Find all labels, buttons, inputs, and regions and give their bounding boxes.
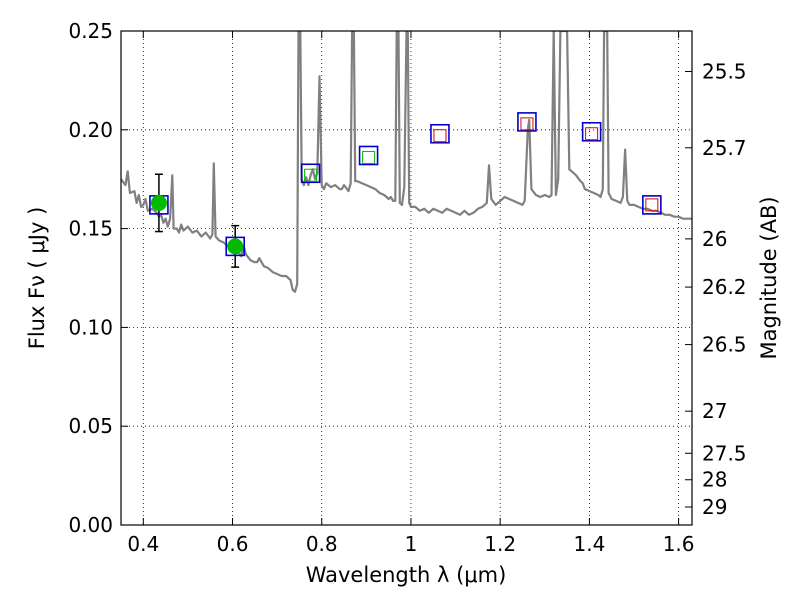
x-tick-label: 0.6 xyxy=(217,532,249,556)
right-tick-label: 29 xyxy=(702,495,727,519)
model-band-square xyxy=(430,123,450,144)
red-observed-square xyxy=(433,129,447,143)
model-band-square xyxy=(517,112,537,132)
right-tick-label: 26.2 xyxy=(702,275,747,299)
x-tick-label: 0.8 xyxy=(306,532,338,556)
red-observed-square xyxy=(585,127,599,141)
model-band-square xyxy=(300,163,321,184)
right-tick-label: 26 xyxy=(702,227,727,251)
y-tick-label: 0.20 xyxy=(68,118,113,142)
green-observed-square xyxy=(362,150,376,164)
red-observed-square xyxy=(520,117,534,131)
y-tick-label: 0.00 xyxy=(68,513,113,537)
plot-frame xyxy=(120,30,693,526)
model-spectrum xyxy=(121,31,692,293)
model-band-square xyxy=(581,121,602,142)
y-tick-label: 0.10 xyxy=(68,315,113,339)
spectrum-line xyxy=(121,31,692,293)
x-tick-label: 1.6 xyxy=(663,532,695,556)
y-tick-label: 0.05 xyxy=(68,414,113,438)
green-observed-square xyxy=(304,168,318,182)
data-markers xyxy=(149,112,662,268)
right-tick-label: 25.7 xyxy=(702,136,747,160)
y-axis-label: Flux Fν ( μJy ) xyxy=(25,207,49,350)
right-tick-label: 27.5 xyxy=(702,441,747,465)
observed-point xyxy=(150,194,167,211)
y-tick-label: 0.25 xyxy=(68,19,113,43)
x-tick-label: 1.4 xyxy=(573,532,605,556)
right-tick-label: 27 xyxy=(702,399,727,423)
y-tick-label: 0.15 xyxy=(68,217,113,241)
x-tick-label: 1.2 xyxy=(484,532,516,556)
right-tick-label: 25.5 xyxy=(702,60,747,84)
x-tick-label: 1 xyxy=(405,532,418,556)
observed-point xyxy=(227,238,244,255)
x-axis-label: Wavelength λ (μm) xyxy=(306,563,507,587)
right-tick-label: 26.5 xyxy=(702,333,747,357)
x-tick-label: 0.4 xyxy=(127,532,159,556)
right-tick-label: 28 xyxy=(702,468,727,492)
axis-ticks: 0.4 0.6 0.8 1 1.2 1.4 1.6 0.00 0.05 0.10 0.15 0.20 0… xyxy=(68,19,746,556)
model-band-square xyxy=(642,195,662,215)
red-observed-square xyxy=(645,198,659,212)
model-band-square xyxy=(358,145,379,166)
right-axis-label: Magnitude (AB) xyxy=(757,196,781,359)
model-band-square xyxy=(225,236,245,257)
